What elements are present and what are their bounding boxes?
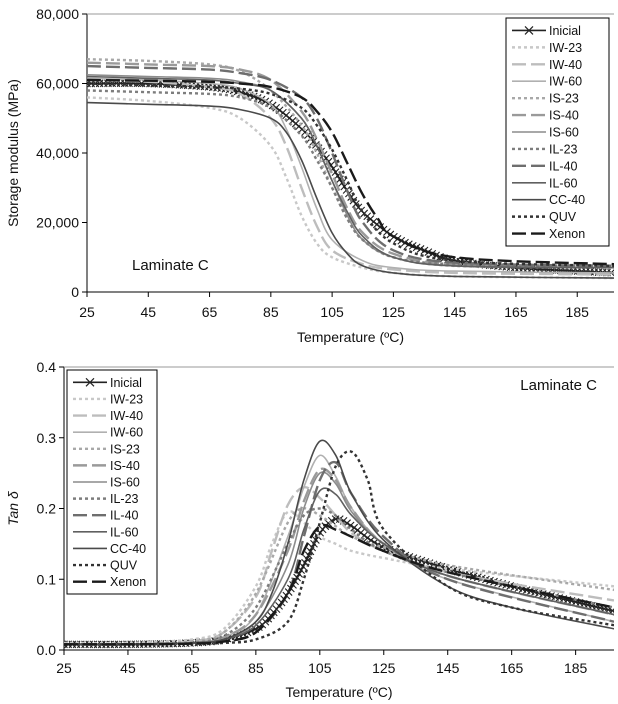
legend-label-il-60: IL-60	[549, 176, 578, 190]
x-tick-label: 125	[372, 660, 396, 676]
x-tick-label: 105	[320, 304, 344, 320]
legend-label-quv: QUV	[549, 210, 577, 224]
x-tick-label: 45	[140, 304, 156, 320]
series-marker-inicial	[340, 182, 349, 191]
legend-label-cc-40: CC-40	[110, 542, 146, 556]
legend-label-il-23: IL-23	[549, 142, 578, 156]
x-tick-label: 45	[120, 660, 136, 676]
x-tick-label: 65	[202, 304, 218, 320]
legend-label-is-60: IS-60	[110, 476, 140, 490]
series-marker-inicial	[324, 157, 333, 166]
y-tick-label: 40,000	[36, 145, 79, 161]
legend-label-xenon: Xenon	[110, 575, 146, 589]
series-marker-inicial	[272, 103, 281, 112]
y-tick-label: 0.3	[37, 430, 57, 446]
x-tick-label: 165	[500, 660, 524, 676]
legend: Inicial IW-23 IW-40 IW-60 IS-23 IS-40 IS-60 IL-…	[505, 17, 610, 247]
series-group	[87, 58, 614, 280]
series-line-quv	[87, 82, 614, 268]
legend-label-il-40: IL-40	[110, 509, 139, 523]
chart-1: 0 20,000 40,000 60,000 80,000 25 45 65 85 105 125 1…	[5, 6, 614, 345]
legend-label-inicial: Inicial	[549, 24, 581, 38]
chart-annotation: Laminate C	[520, 377, 597, 394]
chart-2: 0.0 0.1 0.2 0.3 0.4 25 45 65 85 105 125 145 165 185 Te…	[5, 359, 614, 700]
legend-label-is-60: IS-60	[549, 126, 579, 140]
series-line-iw-23	[64, 510, 614, 645]
legend-label-is-23: IS-23	[110, 442, 140, 456]
series-marker-inicial	[350, 523, 359, 532]
legend-label-iw-23: IW-23	[110, 392, 143, 406]
y-tick-label: 20,000	[36, 215, 79, 231]
y-axis-label: Storage modulus (MPa)	[5, 79, 21, 227]
legend: Inicial IW-23 IW-40 IW-60 IS-23 IS-40 IS-60 IL-…	[66, 369, 158, 595]
y-tick-label: 80,000	[36, 6, 79, 22]
series-marker-inicial	[310, 539, 318, 548]
x-tick-label: 145	[436, 660, 460, 676]
x-tick-label: 105	[308, 660, 332, 676]
y-tick-label: 0.2	[37, 501, 57, 517]
series-marker-inicial	[363, 534, 372, 542]
x-tick-label: 185	[564, 660, 588, 676]
series-line-il-60	[87, 75, 614, 269]
legend-marker-inicial	[85, 377, 95, 387]
series-group	[64, 439, 614, 649]
series-line-il-23	[87, 89, 614, 268]
x-tick-label: 145	[443, 304, 467, 320]
y-tick-label: 0.0	[37, 642, 57, 658]
legend-label-quv: QUV	[110, 559, 138, 573]
legend-marker-inicial	[524, 26, 534, 35]
legend-label-il-60: IL-60	[110, 525, 139, 539]
series-line-is-40	[87, 61, 614, 268]
legend-label-iw-60: IW-60	[549, 75, 582, 89]
legend-label-il-40: IL-40	[549, 159, 578, 173]
chart-annotation: Laminate C	[132, 257, 209, 274]
series-line-iw-60	[87, 77, 614, 274]
x-axis-label: Temperature (ºC)	[285, 684, 392, 700]
x-tick-label: 25	[56, 660, 72, 676]
x-tick-label: 165	[504, 304, 528, 320]
legend-label-cc-40: CC-40	[549, 193, 585, 207]
legend-label-il-23: IL-23	[110, 492, 139, 506]
x-tick-label: 65	[184, 660, 200, 676]
legend-label-is-40: IS-40	[110, 459, 140, 473]
legend-label-inicial: Inicial	[110, 376, 142, 390]
series-marker-inicial	[299, 562, 307, 571]
x-tick-label: 25	[79, 304, 95, 320]
series-line-xenon	[64, 523, 614, 646]
series-line-il-40	[87, 64, 614, 268]
legend-label-iw-40: IW-40	[110, 409, 143, 423]
series-marker-inicial	[302, 555, 311, 563]
legend-label-is-40: IS-40	[549, 109, 579, 123]
x-axis-label: Temperature (ºC)	[297, 329, 404, 345]
legend-label-iw-23: IW-23	[549, 41, 582, 55]
x-tick-label: 85	[263, 304, 279, 320]
legend-label-xenon: Xenon	[549, 227, 585, 241]
series-line-xenon	[87, 78, 614, 266]
x-tick-label: 85	[248, 660, 264, 676]
y-tick-label: 60,000	[36, 76, 79, 92]
y-tick-label: 0.4	[37, 359, 57, 375]
series-line-cc-40	[87, 101, 614, 279]
x-tick-label: 125	[382, 304, 406, 320]
x-tick-label: 185	[566, 304, 590, 320]
legend-label-is-23: IS-23	[549, 92, 579, 106]
y-axis-label: Tan δ	[5, 491, 21, 526]
y-tick-label: 0.1	[37, 571, 57, 587]
y-tick-label: 0	[71, 284, 79, 300]
legend-label-iw-60: IW-60	[110, 426, 143, 440]
legend-label-iw-40: IW-40	[549, 58, 582, 72]
series-marker-inicial	[338, 179, 346, 187]
series-marker-inicial	[331, 168, 340, 177]
